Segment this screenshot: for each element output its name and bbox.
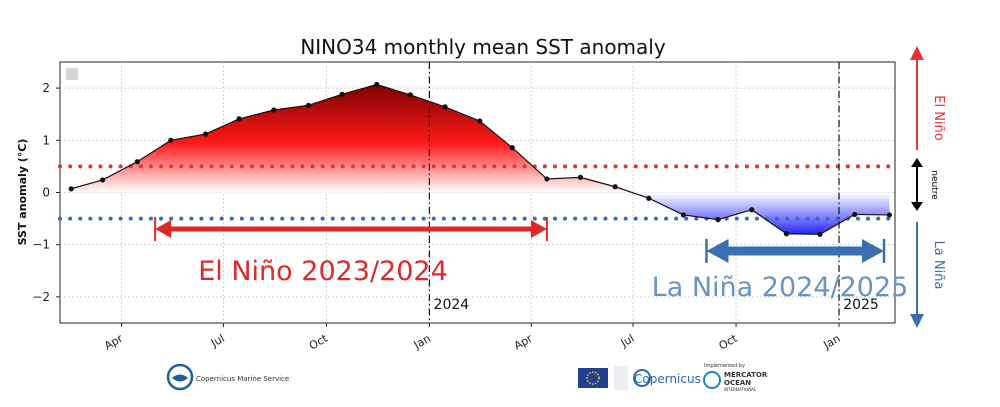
la-nina-area xyxy=(71,192,890,235)
copernicus-marine-logo: Copernicus Marine Service xyxy=(166,363,289,391)
data-point xyxy=(407,92,413,98)
data-point xyxy=(509,145,515,151)
x-tick-label: Jul xyxy=(618,332,637,350)
indicator-neutral-label: neutre xyxy=(929,170,939,200)
y-tick-label: 0 xyxy=(42,186,50,200)
data-point xyxy=(577,174,584,180)
y-tick-label: −2 xyxy=(32,290,50,304)
la-nina-label: La Niña 2024/2025 xyxy=(652,272,909,303)
data-point xyxy=(817,231,823,237)
data-point xyxy=(749,207,755,213)
indicator-el-nino-label: El Niño xyxy=(931,95,946,141)
mercator-line2: OCEAN xyxy=(724,379,751,387)
indicator-up-arrow-icon xyxy=(910,46,924,60)
data-point xyxy=(236,116,242,122)
data-point xyxy=(339,91,345,97)
data-point xyxy=(852,211,858,218)
mercator-line3: INTERNATIONAL xyxy=(724,387,757,392)
eu-flag-icon xyxy=(578,368,608,388)
anomaly-series xyxy=(68,81,893,237)
data-point xyxy=(544,176,550,182)
y-axis-ticks: 2 1 0 −1 −2 xyxy=(32,81,60,304)
x-tick-label: Apr xyxy=(512,332,535,353)
y-axis-label: SST anomaly (°C) xyxy=(16,139,29,246)
data-point xyxy=(783,231,790,237)
chart-title: NINO34 monthly mean SST anomaly xyxy=(300,35,666,59)
partner-logos: Copernicus Implemented by MERCATOR OCEAN… xyxy=(578,363,768,392)
threshold-lines xyxy=(58,164,897,221)
copernicus-logo-text: Copernicus xyxy=(634,372,701,386)
data-point xyxy=(271,107,277,113)
side-indicator: El Niño neutre La Niña xyxy=(910,46,946,328)
x-tick-label: Jul xyxy=(208,332,227,350)
x-tick-label: Oct xyxy=(307,331,331,352)
mercator-logo-icon xyxy=(703,371,721,389)
implemented-by-text: Implemented by xyxy=(704,363,745,369)
el-nino-arrow-left-icon xyxy=(155,220,172,239)
data-point xyxy=(715,217,721,223)
copernicus-logo-icon xyxy=(633,369,651,387)
el-nino-label: El Niño 2023/2024 xyxy=(198,256,448,287)
data-point xyxy=(68,186,74,192)
data-point xyxy=(134,159,140,165)
x-tick-label: Oct xyxy=(717,331,741,352)
x-tick-label: Apr xyxy=(102,332,125,353)
indicator-down-arrow-icon xyxy=(910,314,924,328)
cms-logo-icon xyxy=(166,363,194,391)
data-point xyxy=(680,212,687,218)
mercator-line1: MERCATOR xyxy=(724,371,768,379)
data-point xyxy=(477,118,483,124)
indicator-neutral-up-arrow-icon xyxy=(911,158,923,167)
data-point xyxy=(886,212,893,218)
year-lines: 2024 2025 xyxy=(428,62,879,323)
x-tick-label: Jan xyxy=(820,332,842,352)
data-point xyxy=(168,137,174,143)
divider xyxy=(614,366,628,390)
legend-marker xyxy=(66,68,78,80)
year-label: 2025 xyxy=(843,297,879,313)
year-label: 2024 xyxy=(434,297,470,313)
data-point xyxy=(612,184,618,190)
la-nina-arrow-left-icon xyxy=(706,238,729,263)
data-point xyxy=(646,195,652,201)
event-annotations: El Niño 2023/2024 La Niña 2024/2025 xyxy=(154,217,909,303)
el-nino-arrow-right-icon xyxy=(530,220,547,239)
x-tick-label: Jan xyxy=(411,332,433,352)
y-tick-label: 2 xyxy=(42,81,50,95)
x-axis-ticks: Apr Jul Oct Jan Apr Jul Oct Jan xyxy=(102,323,843,353)
data-point xyxy=(202,131,209,137)
data-point xyxy=(374,81,380,88)
data-point xyxy=(99,177,106,183)
data-point xyxy=(442,104,448,110)
y-tick-label: 1 xyxy=(42,133,50,147)
y-tick-label: −1 xyxy=(32,238,50,252)
indicator-la-nina-label: La Niña xyxy=(931,241,946,290)
cms-logo-text: Copernicus Marine Service xyxy=(196,375,289,383)
la-nina-arrow-right-icon xyxy=(862,238,884,263)
data-point xyxy=(305,102,312,108)
indicator-neutral-down-arrow-icon xyxy=(911,202,923,211)
